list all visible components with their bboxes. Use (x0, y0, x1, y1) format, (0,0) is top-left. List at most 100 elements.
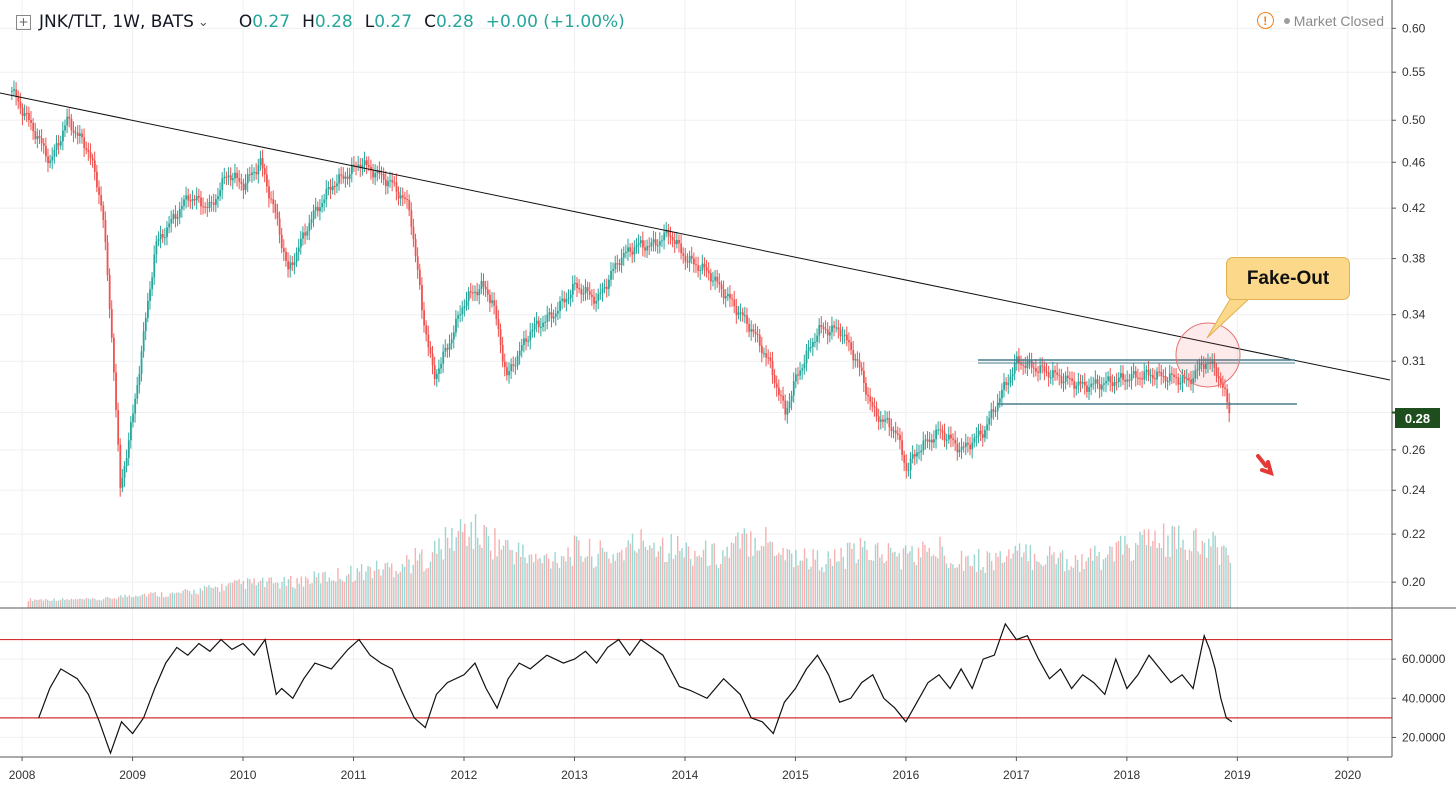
volume-bar (231, 582, 234, 608)
volume-bar (1051, 554, 1053, 608)
volume-bar (46, 599, 49, 608)
candle-body (973, 437, 976, 443)
volume-bar (575, 536, 578, 608)
volume-bar (547, 558, 550, 608)
candle-body (584, 287, 587, 294)
volume-bar (109, 598, 111, 608)
volume-bar (741, 533, 743, 608)
volume-bar (466, 545, 468, 608)
candle-body (38, 136, 41, 139)
candle-body (1179, 382, 1182, 385)
open-label: O (238, 12, 253, 32)
low-label: L (364, 12, 375, 32)
candle-body (1168, 373, 1171, 382)
volume-bar (1156, 547, 1158, 608)
volume-bar (135, 595, 137, 608)
volume-bar (1162, 523, 1165, 608)
candle-body (695, 264, 697, 266)
candle-body (882, 419, 884, 422)
volume-bar (216, 587, 219, 608)
candle-body (984, 430, 986, 438)
volume-bar (154, 592, 156, 608)
warning-icon[interactable]: ! (1256, 12, 1274, 29)
candle-body (344, 176, 347, 179)
candle-body (1086, 385, 1088, 392)
volume-bar (1098, 551, 1100, 608)
candle-body (892, 430, 895, 432)
volume-bar (416, 560, 419, 608)
volume-bar (309, 584, 311, 608)
volume-bar (302, 586, 305, 608)
candle-body (472, 292, 474, 294)
candle-body (310, 219, 313, 224)
volume-bar (879, 557, 881, 608)
volume-bar (973, 554, 976, 608)
volume-bar (565, 561, 567, 608)
candle-body (1162, 376, 1165, 378)
volume-bar (857, 559, 860, 608)
volume-bar (317, 573, 320, 608)
candle-body (654, 239, 657, 246)
candle-body (1154, 378, 1156, 380)
volume-bar (750, 531, 752, 608)
volume-bar (646, 549, 649, 608)
candle-body (55, 143, 58, 150)
volume-bar (599, 540, 601, 608)
symbol-label[interactable]: JNK/TLT, 1W, BATS (39, 12, 194, 32)
volume-bar (259, 580, 262, 608)
volume-bar (986, 551, 989, 608)
chevron-down-icon[interactable]: ⌄ (197, 14, 209, 30)
candle-body (958, 449, 961, 453)
volume-bar (784, 560, 786, 608)
volume-bar (649, 545, 651, 608)
volume-bar (537, 559, 539, 608)
candle-body (181, 206, 183, 209)
volume-bar (580, 556, 582, 608)
volume-bar (827, 551, 829, 608)
volume-bar (287, 579, 290, 608)
candle-body (455, 318, 457, 333)
candle-body (845, 334, 848, 341)
trend-drawings (0, 92, 1391, 477)
volume-bar (1143, 529, 1145, 608)
candle-body (890, 427, 893, 431)
volume-bar (34, 599, 36, 608)
volume-bar (36, 599, 38, 608)
volume-bar (393, 577, 395, 608)
candle-body (916, 452, 918, 457)
volume-bar (823, 572, 825, 608)
candle-body (323, 199, 326, 204)
candle-body (557, 310, 559, 314)
candle-body (486, 289, 489, 295)
volume-bar (350, 565, 352, 608)
candle-body (1056, 372, 1059, 376)
volume-bar (743, 528, 746, 608)
candle-body (450, 339, 453, 344)
candle-body (153, 254, 156, 278)
candle-body (525, 338, 527, 342)
volume-bar (945, 563, 948, 608)
volume-bar (922, 541, 924, 608)
volume-bar (360, 564, 363, 608)
volume-bar (715, 564, 718, 608)
candle-body (465, 300, 468, 306)
candle-body (348, 174, 351, 179)
candle-body (265, 174, 268, 187)
volume-bar (722, 550, 724, 608)
candle-body (879, 419, 882, 422)
candle-body (331, 186, 334, 191)
candle-body (697, 265, 700, 271)
candle-body (554, 313, 557, 317)
volume-bar (558, 568, 561, 608)
candle-body (750, 329, 753, 332)
volume-bar (130, 597, 133, 608)
x-tick-label: 2011 (341, 768, 367, 782)
close-label: C (424, 12, 436, 32)
volume-bar (803, 548, 806, 608)
candle-body (431, 353, 434, 366)
candle-body (151, 277, 154, 290)
volume-bar (277, 582, 279, 608)
open-value: 0.27 (252, 12, 291, 32)
add-symbol-icon[interactable]: + (16, 14, 31, 30)
